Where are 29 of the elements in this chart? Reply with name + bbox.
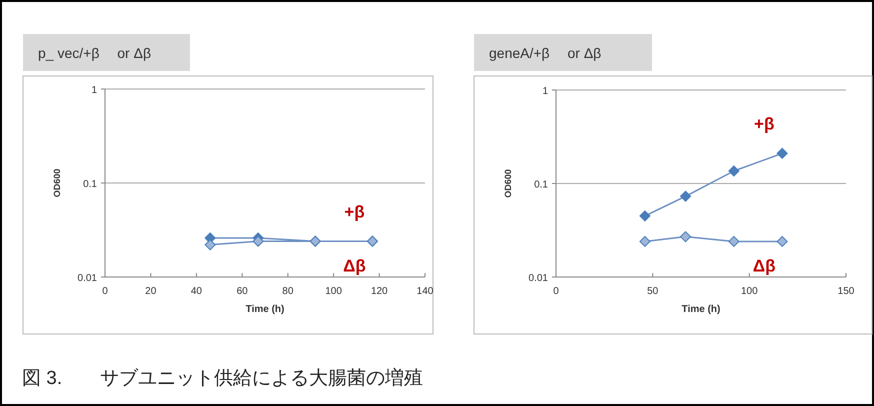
y-tick-label: 1 xyxy=(91,85,98,96)
chart-title: p_ vec/+β or Δβ xyxy=(38,45,151,61)
series-label: Δβ xyxy=(343,256,366,276)
x-tick-label: 60 xyxy=(236,286,248,297)
x-axis-title: Time (h) xyxy=(682,304,720,315)
x-axis-title: Time (h) xyxy=(246,304,284,315)
y-tick-label: 0.01 xyxy=(78,273,98,284)
y-axis-title: OD600 xyxy=(503,169,513,198)
x-tick-label: 140 xyxy=(416,286,434,297)
x-tick-label: 0 xyxy=(553,286,560,297)
y-tick-label: 0.1 xyxy=(534,180,548,190)
x-tick-label: 120 xyxy=(370,286,388,297)
chart-title: geneA/+β or Δβ xyxy=(489,45,602,61)
y-tick-label: 1 xyxy=(542,86,548,97)
x-tick-label: 100 xyxy=(325,286,342,297)
x-tick-label: 0 xyxy=(102,286,108,297)
series-label: Δβ xyxy=(752,256,776,276)
y-tick-label: 0.01 xyxy=(528,273,548,284)
x-tick-label: 80 xyxy=(282,286,294,297)
x-tick-label: 100 xyxy=(740,286,758,297)
y-axis-title: OD600 xyxy=(52,168,62,198)
x-tick-label: 150 xyxy=(838,286,855,297)
x-tick-label: 50 xyxy=(647,286,659,297)
series-label: +β xyxy=(754,114,774,134)
caption: 図 3. サブユニット供給による大腸菌の増殖 xyxy=(22,367,424,389)
x-tick-label: 40 xyxy=(190,286,202,297)
x-tick-label: 20 xyxy=(145,286,157,297)
y-tick-label: 0.1 xyxy=(83,179,98,190)
series-label: +β xyxy=(344,202,365,222)
